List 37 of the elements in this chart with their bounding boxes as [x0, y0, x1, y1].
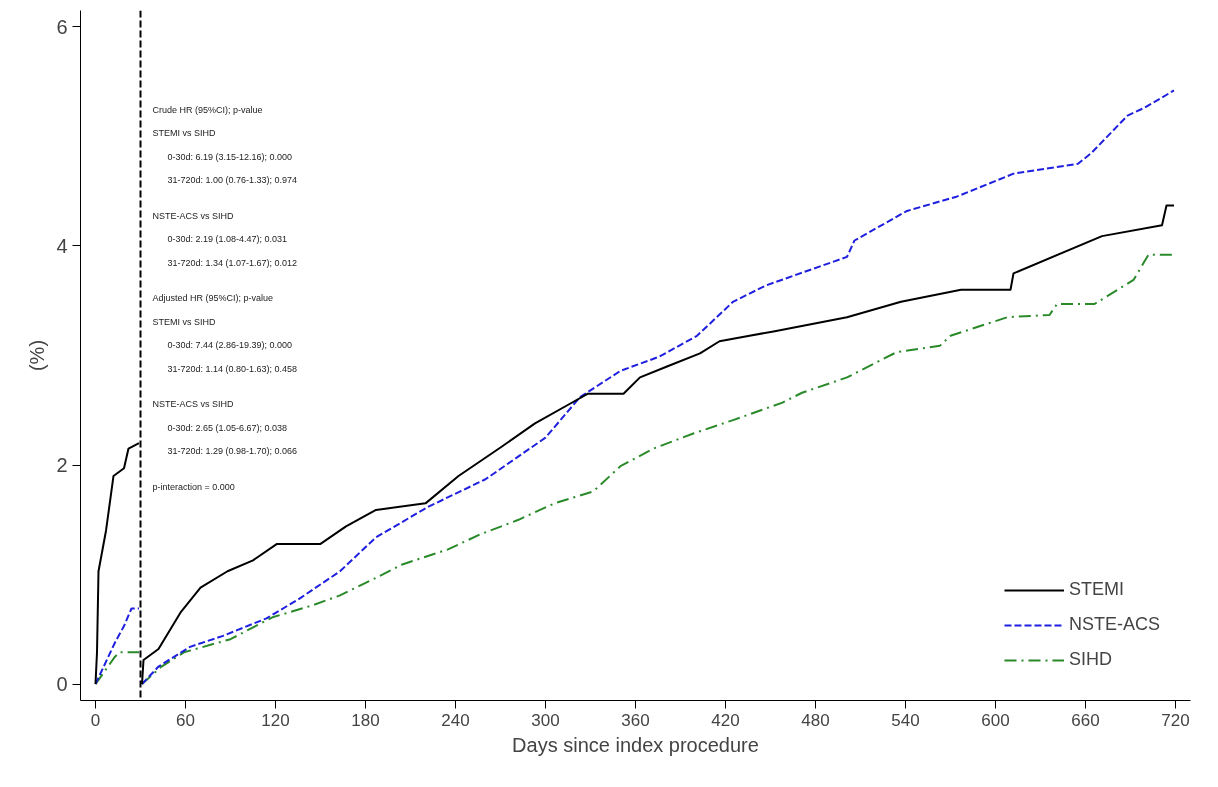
legend-label: STEMI — [1068, 579, 1124, 600]
x-tick-label: 480 — [801, 710, 830, 730]
annotation: NSTE-ACS vs SIHD — [152, 399, 235, 409]
x-tick-label: 180 — [351, 710, 380, 730]
annotation: 0-30d: 7.44 (2.86-19.39); 0.000 — [167, 340, 293, 350]
x-tick-label: 120 — [261, 710, 290, 730]
annotation: Crude HR (95%CI); p-value — [152, 104, 263, 115]
annotation: 31-720d: 1.34 (1.07-1.67); 0.012 — [167, 257, 298, 268]
annotation: 31-720d: 1.00 (0.76-1.33); 0.974 — [167, 175, 298, 185]
x-tick-label: 720 — [1161, 710, 1190, 730]
annotation: 0-30d: 6.19 (3.15-12.16); 0.000 — [167, 151, 293, 162]
x-tick-label: 600 — [981, 710, 1010, 730]
y-axis-title: (%) — [26, 339, 49, 372]
annotation: 31-720d: 1.14 (0.80-1.63); 0.458 — [167, 363, 298, 374]
x-tick-label: 300 — [531, 710, 560, 730]
annotation: 0-30d: 2.65 (1.05-6.67); 0.038 — [167, 422, 288, 433]
annotation: p-interaction = 0.000 — [152, 481, 235, 492]
x-tick-label: 240 — [441, 710, 470, 730]
x-tick-label: 0 — [90, 710, 101, 730]
x-tick-label: 540 — [891, 710, 920, 730]
annotation: STEMI vs SIHD — [152, 316, 216, 327]
x-axis-title: Days since index procedure — [512, 733, 759, 756]
y-tick-label: 4 — [56, 234, 68, 257]
annotation: NSTE-ACS vs SIHD — [152, 210, 235, 221]
annotation: STEMI vs SIHD — [152, 128, 216, 138]
y-tick-label: 2 — [56, 454, 68, 477]
y-tick-label: 0 — [56, 673, 68, 696]
annotation: Adjusted HR (95%CI); p-value — [152, 293, 274, 303]
x-tick-label: 420 — [711, 710, 740, 730]
x-tick-label: 660 — [1071, 710, 1100, 730]
x-tick-label: 360 — [621, 710, 650, 730]
x-tick-label: 60 — [176, 710, 195, 730]
annotation: 31-720d: 1.29 (0.98-1.70); 0.066 — [167, 446, 298, 456]
y-tick-label: 6 — [56, 15, 68, 38]
legend-label: NSTE-ACS — [1068, 614, 1160, 635]
legend-label: SIHD — [1068, 649, 1112, 670]
annotation: 0-30d: 2.19 (1.08-4.47); 0.031 — [167, 234, 288, 244]
